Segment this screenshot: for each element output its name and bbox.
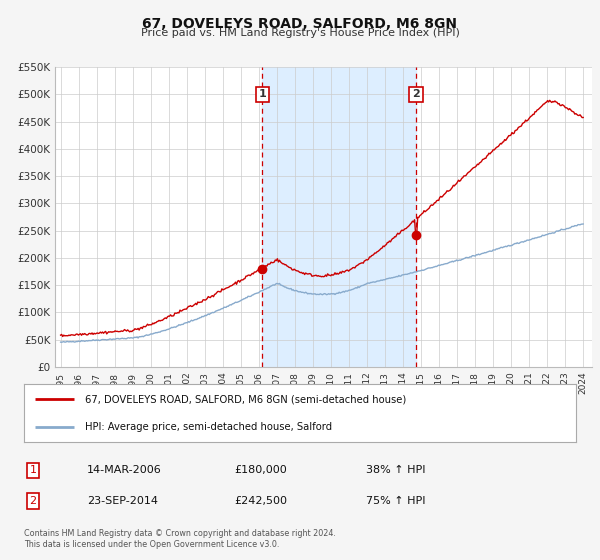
Text: 75% ↑ HPI: 75% ↑ HPI <box>366 496 425 506</box>
Text: £242,500: £242,500 <box>234 496 287 506</box>
Text: 67, DOVELEYS ROAD, SALFORD, M6 8GN (semi-detached house): 67, DOVELEYS ROAD, SALFORD, M6 8GN (semi… <box>85 394 406 404</box>
Text: £180,000: £180,000 <box>234 465 287 475</box>
Text: Price paid vs. HM Land Registry's House Price Index (HPI): Price paid vs. HM Land Registry's House … <box>140 28 460 38</box>
Text: 1: 1 <box>259 90 266 100</box>
Bar <box>262 67 416 367</box>
Text: Contains HM Land Registry data © Crown copyright and database right 2024.
This d: Contains HM Land Registry data © Crown c… <box>24 529 336 549</box>
Text: 2: 2 <box>412 90 420 100</box>
Text: HPI: Average price, semi-detached house, Salford: HPI: Average price, semi-detached house,… <box>85 422 332 432</box>
Text: 2: 2 <box>29 496 37 506</box>
Text: 1: 1 <box>29 465 37 475</box>
Text: 23-SEP-2014: 23-SEP-2014 <box>87 496 158 506</box>
Text: 14-MAR-2006: 14-MAR-2006 <box>87 465 162 475</box>
Text: 38% ↑ HPI: 38% ↑ HPI <box>366 465 425 475</box>
Text: 67, DOVELEYS ROAD, SALFORD, M6 8GN: 67, DOVELEYS ROAD, SALFORD, M6 8GN <box>143 17 458 31</box>
